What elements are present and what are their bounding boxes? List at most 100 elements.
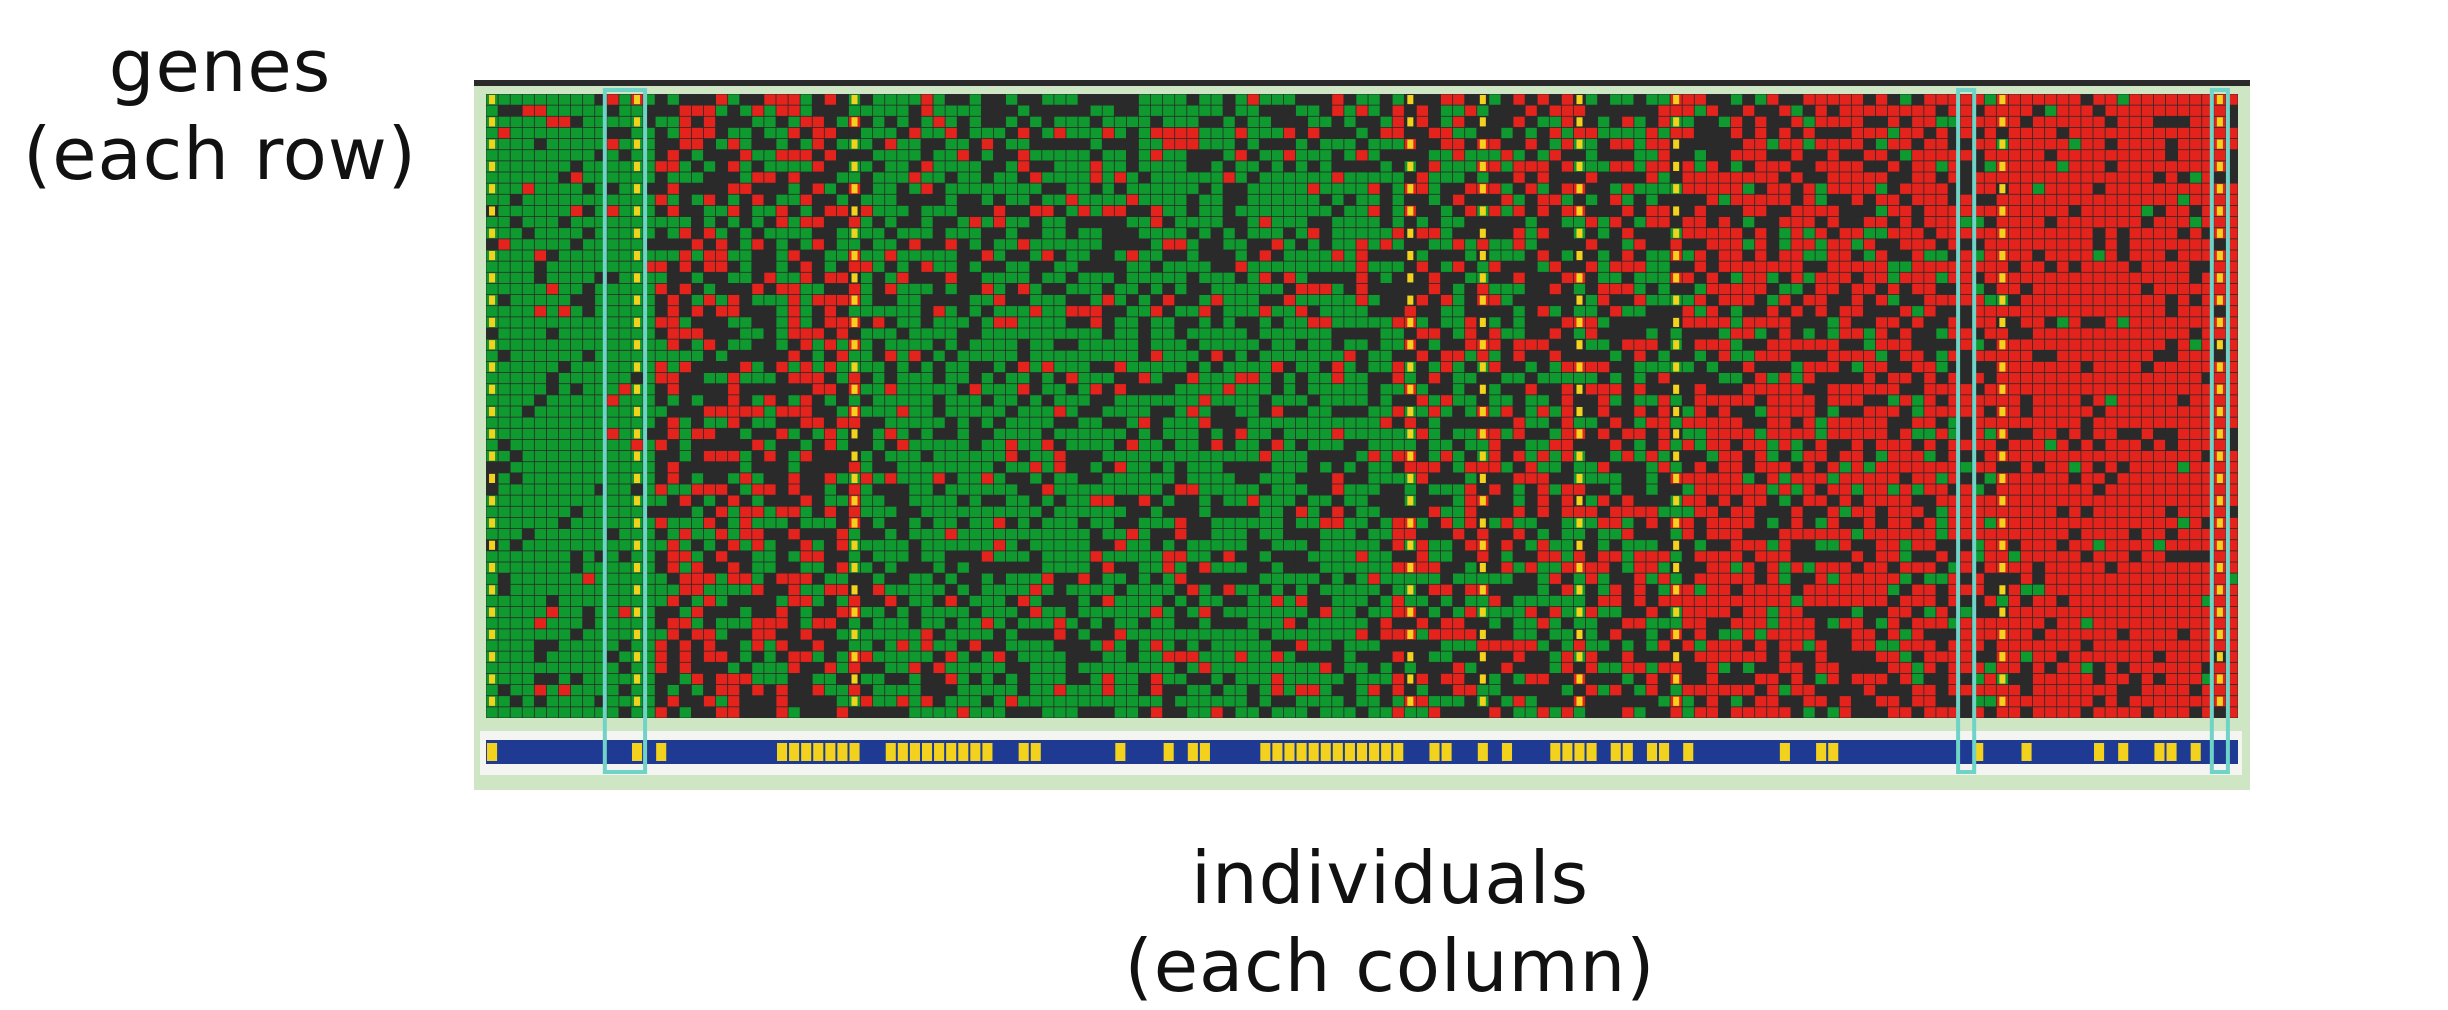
heatmap-cell (1163, 116, 1175, 128)
heatmap-cell (667, 629, 679, 640)
heatmap-cell (1332, 506, 1344, 518)
heatmap-cell (1005, 127, 1018, 139)
heatmap-cell (993, 272, 1006, 284)
heatmap-cell (510, 350, 522, 362)
heatmap-cell (1126, 484, 1139, 495)
heatmap-cell (655, 573, 667, 584)
heatmap-cell (498, 428, 510, 440)
heatmap-cell (1525, 250, 1537, 261)
heatmap-cell (848, 618, 861, 629)
heatmap-cell (1465, 205, 1477, 217)
heatmap-cell (667, 283, 679, 295)
heatmap-cell (728, 540, 740, 551)
heatmap-cell (703, 528, 716, 540)
heatmap-cell (776, 183, 788, 194)
heatmap-cell (619, 361, 631, 373)
heatmap-cell (1054, 573, 1066, 584)
heatmap-cell (607, 150, 619, 161)
heatmap-cell (510, 194, 522, 206)
heatmap-cell (1235, 629, 1247, 640)
heatmap-cell (824, 595, 836, 607)
heatmap-cell (1283, 339, 1296, 350)
heatmap-cell (993, 395, 1006, 406)
heatmap-cell (1090, 283, 1102, 295)
heatmap-cell (1428, 629, 1441, 640)
heatmap-cell (909, 172, 921, 183)
heatmap-cell (1501, 228, 1513, 239)
heatmap-cell (1138, 406, 1151, 417)
heatmap-cell (860, 640, 873, 651)
heatmap-cell (1078, 629, 1090, 640)
heatmap-cell (1175, 673, 1187, 685)
heatmap-cell (558, 696, 571, 707)
heatmap-cell (740, 261, 752, 272)
heatmap-cell (667, 662, 679, 674)
heatmap-cell (728, 172, 740, 183)
heatmap-cell (873, 495, 885, 506)
heatmap-cell (1199, 673, 1211, 685)
heatmap-cell (1440, 484, 1453, 495)
heatmap-cell (1235, 317, 1247, 328)
heatmap-cell (1416, 306, 1429, 317)
heatmap-cell (1150, 450, 1163, 462)
heatmap-cell (1187, 328, 1199, 339)
heatmap-cell (1175, 205, 1187, 217)
heatmap-cell (1489, 417, 1501, 428)
heatmap-cell (655, 651, 667, 662)
heatmap-cell (667, 517, 679, 529)
heatmap-cell (546, 551, 559, 562)
heatmap-cell (643, 606, 655, 618)
heatmap-cell (740, 205, 752, 217)
heatmap-cell (1005, 172, 1018, 183)
heatmap-cell (812, 138, 824, 150)
heatmap-cell (1199, 239, 1211, 250)
heatmap-cell (619, 339, 631, 350)
heatmap-cell (1392, 161, 1404, 172)
heatmap-cell (1453, 473, 1465, 484)
heatmap-cell (921, 205, 933, 217)
heatmap-cell (1525, 205, 1537, 217)
heatmap-cell (1501, 239, 1513, 250)
heatmap-cell (1501, 484, 1513, 495)
heatmap-cell (860, 294, 873, 306)
heatmap-cell (1537, 116, 1549, 128)
heatmap-cell (691, 116, 704, 128)
heatmap-cell (728, 618, 740, 629)
heatmap-cell (1018, 361, 1030, 373)
heatmap-cell (1283, 707, 1296, 718)
heatmap-cell (1223, 439, 1235, 451)
heatmap-cell (570, 105, 583, 116)
heatmap-cell (558, 194, 571, 206)
heatmap-cell (1513, 216, 1525, 228)
heatmap-cell (993, 562, 1006, 573)
heatmap-cell (1199, 439, 1211, 451)
heatmap-cell (1489, 372, 1501, 384)
heatmap-cell (595, 350, 607, 362)
heatmap-cell (703, 484, 716, 495)
heatmap-cell (679, 540, 691, 551)
heatmap-cell (715, 640, 728, 651)
heatmap-cell (1368, 662, 1380, 674)
heatmap-cell (583, 584, 595, 596)
heatmap-cell (1042, 306, 1054, 317)
heatmap-cell (1440, 138, 1453, 150)
heatmap-cell (595, 506, 607, 518)
heatmap-cell (1223, 450, 1235, 462)
heatmap-cell (583, 595, 595, 607)
heatmap-cell (1513, 528, 1525, 540)
heatmap-cell (1247, 595, 1259, 607)
heatmap-cell (1453, 272, 1465, 284)
heatmap-cell (909, 495, 921, 506)
heatmap-cell (1090, 239, 1102, 250)
heatmap-cell (1005, 183, 1018, 194)
heatmap-cell (510, 495, 522, 506)
heatmap-cell (1501, 684, 1513, 696)
heatmap-cell (1295, 350, 1308, 362)
heatmap-cell (1018, 205, 1030, 217)
heatmap-cell (607, 651, 619, 662)
heatmap-cell (993, 540, 1006, 551)
heatmap-cell (486, 150, 498, 161)
heatmap-cell (873, 417, 885, 428)
heatmap-cell (595, 473, 607, 484)
heatmap-cell (1114, 228, 1126, 239)
